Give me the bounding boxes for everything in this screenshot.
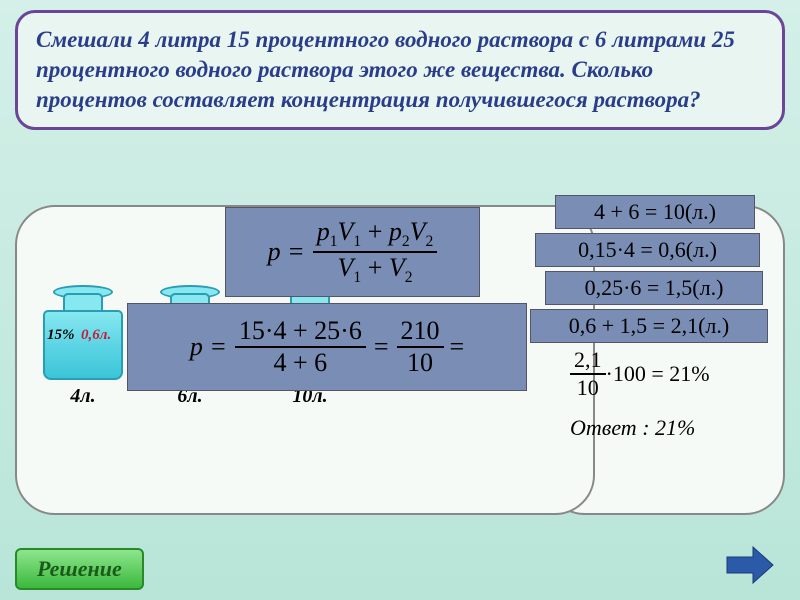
answer: Ответ : 21%	[570, 415, 695, 441]
step-2: 0,15·4 = 0,6(л.)	[535, 233, 760, 267]
arrow-right-icon	[725, 545, 775, 585]
jar-1: 15% 0,6л. 4л.	[43, 285, 123, 380]
next-arrow-button[interactable]	[725, 545, 775, 585]
jar1-volume: 4л.	[43, 385, 123, 408]
jar1-pct: 15%	[47, 327, 75, 344]
formula-main-card: p = p1V1 + p2V2 V1 + V2	[225, 207, 480, 297]
step-4: 0,6 + 1,5 = 2,1(л.)	[530, 309, 768, 343]
solve-button[interactable]: Решение	[15, 548, 144, 590]
solution-area: 15% 0,6л. 4л. 6л. 10л. p = p1V1 + p2V2 V…	[15, 185, 785, 535]
formula-calc-card: p = 15·4 + 25·6 4 + 6 = 210 10 =	[127, 303, 527, 391]
jar1-amt: 0,6л.	[81, 327, 111, 344]
final-step: 2,1 10 ·100 = 21%	[570, 347, 710, 401]
step-1: 4 + 6 = 10(л.)	[555, 195, 755, 229]
problem-box: Смешали 4 литра 15 процентного водного р…	[15, 10, 785, 130]
step-3: 0,25·6 = 1,5(л.)	[545, 271, 763, 305]
problem-text: Смешали 4 литра 15 процентного водного р…	[36, 25, 764, 115]
